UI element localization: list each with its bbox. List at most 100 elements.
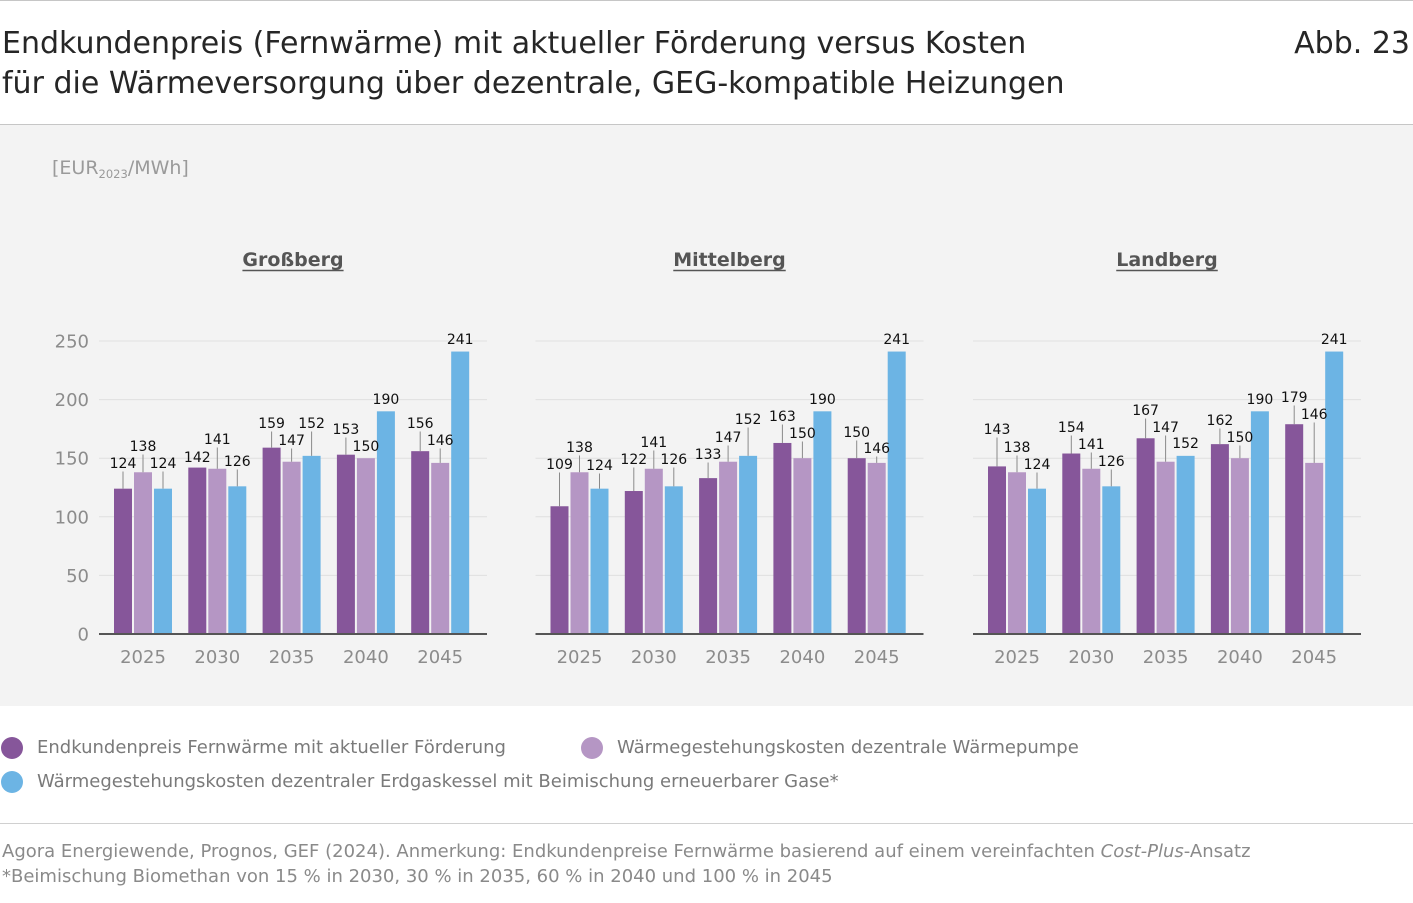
- value-label-landberg-2030-erdgaskessel: 126: [1098, 454, 1125, 470]
- figure-number: Abb. 23: [1294, 26, 1410, 61]
- year-label-grossberg-2040: 2040: [343, 647, 389, 668]
- legend-blue-circle-icon: [1, 771, 23, 793]
- value-label-landberg-2045-erdgaskessel: 241: [1321, 332, 1348, 348]
- value-label-landberg-2035-fernwaerme-preis: 167: [1132, 403, 1159, 419]
- bar-grossberg-2035-waermepumpe: [282, 461, 301, 634]
- bar-mittelberg-2035-waermepumpe: [719, 461, 738, 634]
- year-label-landberg-2035: 2035: [1143, 647, 1189, 668]
- value-label-mittelberg-2035-fernwaerme-preis: 133: [695, 447, 722, 463]
- year-label-mittelberg-2045: 2045: [854, 647, 900, 668]
- footer: Agora Energiewende, Prognos, GEF (2024).…: [2, 839, 1251, 889]
- value-label-grossberg-2040-waermepumpe: 150: [353, 439, 380, 455]
- legend-label-fernwaerme-preis: Endkundenpreis Fernwärme mit aktueller F…: [37, 737, 506, 758]
- bar-grossberg-2045-fernwaerme-preis: [411, 451, 430, 634]
- legend-item-erdgaskessel: Wärmegestehungskosten dezentraler Erdgas…: [1, 771, 839, 793]
- bar-grossberg-2045-waermepumpe: [431, 462, 450, 634]
- bar-mittelberg-2045-waermepumpe: [867, 462, 886, 634]
- bar-mittelberg-2025-waermepumpe: [570, 472, 589, 634]
- value-label-mittelberg-2040-fernwaerme-preis: 163: [769, 409, 796, 425]
- y-tick-label-100: 100: [55, 507, 89, 528]
- y-tick-label-250: 250: [55, 332, 89, 353]
- source-note: Agora Energiewende, Prognos, GEF (2024).…: [2, 839, 1251, 864]
- unit-subscript: 2023: [98, 167, 128, 181]
- bar-grossberg-2025-fernwaerme-preis: [114, 488, 132, 634]
- panel-title-grossberg: Großberg: [242, 249, 343, 271]
- footer-rule: [0, 823, 1413, 824]
- y-tick-label-150: 150: [55, 449, 89, 470]
- value-label-mittelberg-2030-erdgaskessel: 126: [660, 452, 687, 468]
- year-label-grossberg-2030: 2030: [194, 647, 240, 668]
- bar-landberg-2045-waermepumpe: [1305, 462, 1324, 634]
- bar-grossberg-2040-waermepumpe: [356, 458, 375, 634]
- bar-grossberg-2035-fernwaerme-preis: [262, 447, 281, 634]
- bar-chart: 050100150200250Großberg20251241381242030…: [55, 249, 1361, 668]
- value-label-mittelberg-2030-fernwaerme-preis: 122: [620, 452, 647, 468]
- year-label-landberg-2040: 2040: [1217, 647, 1263, 668]
- legend-dark-purple-circle-icon: [1, 737, 23, 759]
- bar-grossberg-2040-erdgaskessel: [376, 411, 395, 634]
- value-label-grossberg-2045-erdgaskessel: 241: [447, 332, 474, 348]
- bar-mittelberg-2030-fernwaerme-preis: [624, 491, 643, 634]
- value-label-landberg-2025-fernwaerme-preis: 143: [984, 422, 1011, 438]
- bar-mittelberg-2030-erdgaskessel: [664, 486, 683, 634]
- bar-mittelberg-2045-erdgaskessel: [887, 351, 906, 634]
- bar-mittelberg-2040-fernwaerme-preis: [773, 442, 792, 634]
- bar-landberg-2045-erdgaskessel: [1325, 351, 1344, 634]
- unit-suffix: /MWh]: [127, 157, 189, 179]
- legend-label-waermepumpe: Wärmegestehungskosten dezentrale Wärmepu…: [617, 737, 1079, 758]
- bar-landberg-2025-fernwaerme-preis: [988, 466, 1006, 634]
- value-label-landberg-2040-waermepumpe: 150: [1227, 430, 1254, 446]
- y-tick-label-200: 200: [55, 390, 89, 411]
- panel-title-mittelberg: Mittelberg: [673, 249, 785, 271]
- bar-grossberg-2030-fernwaerme-preis: [188, 467, 207, 634]
- bar-landberg-2035-erdgaskessel: [1176, 455, 1195, 634]
- chart-area: [EUR2023/MWh] 0 50 100 150 200 250 Großberg 202…: [0, 125, 1413, 706]
- bar-mittelberg-2035-fernwaerme-preis: [699, 478, 718, 634]
- footnote: *Beimischung Biomethan von 15 % in 2030,…: [2, 866, 833, 887]
- value-label-mittelberg-2035-waermepumpe: 147: [715, 430, 742, 446]
- year-label-grossberg-2035: 2035: [269, 647, 315, 668]
- chart-labels: 050100150200250Großberg20251241381242030…: [55, 249, 1348, 668]
- figure-title: Endkundenpreis (Fernwärme) mit aktueller…: [2, 24, 1065, 104]
- bar-grossberg-2025-erdgaskessel: [154, 488, 172, 634]
- year-label-landberg-2045: 2045: [1291, 647, 1337, 668]
- bar-landberg-2045-fernwaerme-preis: [1285, 424, 1304, 634]
- legend-label-erdgaskessel: Wärmegestehungskosten dezentraler Erdgas…: [37, 771, 839, 792]
- year-label-mittelberg-2035: 2035: [705, 647, 751, 668]
- value-label-grossberg-2030-fernwaerme-preis: 142: [184, 450, 211, 466]
- bar-landberg-2030-erdgaskessel: [1102, 486, 1121, 634]
- bar-grossberg-2035-erdgaskessel: [302, 455, 321, 634]
- plot-root: 050100150200250Großberg20251241381242030…: [55, 249, 1361, 668]
- year-label-landberg-2025: 2025: [994, 647, 1040, 668]
- year-label-landberg-2030: 2030: [1068, 647, 1114, 668]
- value-label-mittelberg-2025-erdgaskessel: 124: [586, 458, 613, 474]
- bar-mittelberg-2025-fernwaerme-preis: [550, 506, 569, 634]
- legend-item-waermepumpe: Wärmegestehungskosten dezentrale Wärmepu…: [581, 737, 1079, 759]
- bar-landberg-2030-waermepumpe: [1082, 468, 1101, 634]
- bar-mittelberg-2040-erdgaskessel: [813, 411, 832, 634]
- year-label-grossberg-2045: 2045: [417, 647, 463, 668]
- value-label-grossberg-2025-fernwaerme-preis: 124: [110, 456, 137, 472]
- value-label-landberg-2045-fernwaerme-preis: 179: [1281, 390, 1308, 406]
- bar-landberg-2040-fernwaerme-preis: [1210, 444, 1229, 634]
- value-label-grossberg-2030-waermepumpe: 141: [204, 432, 231, 448]
- value-label-mittelberg-2035-erdgaskessel: 152: [735, 412, 762, 428]
- bar-landberg-2035-fernwaerme-preis: [1136, 438, 1155, 634]
- bar-mittelberg-2040-waermepumpe: [793, 458, 812, 634]
- value-label-grossberg-2045-fernwaerme-preis: 156: [407, 416, 434, 432]
- value-label-grossberg-2030-erdgaskessel: 126: [224, 454, 251, 470]
- value-label-mittelberg-2045-fernwaerme-preis: 150: [843, 425, 870, 441]
- bar-grossberg-2045-erdgaskessel: [451, 351, 470, 634]
- bar-landberg-2040-waermepumpe: [1230, 458, 1249, 634]
- bar-mittelberg-2030-waermepumpe: [644, 468, 663, 634]
- panel-title-landberg: Landberg: [1116, 249, 1218, 271]
- value-label-landberg-2040-fernwaerme-preis: 162: [1207, 413, 1234, 429]
- bar-landberg-2025-erdgaskessel: [1028, 488, 1046, 634]
- bar-mittelberg-2045-fernwaerme-preis: [847, 458, 866, 634]
- value-label-grossberg-2045-waermepumpe: 146: [427, 433, 454, 449]
- figure-title-line-2: für die Wärmeversorgung über dezentrale,…: [2, 66, 1065, 101]
- legend-light-purple-circle-icon: [581, 737, 603, 759]
- unit-prefix: [EUR: [52, 157, 99, 179]
- value-label-grossberg-2025-erdgaskessel: 124: [150, 456, 177, 472]
- value-label-landberg-2025-erdgaskessel: 124: [1024, 457, 1051, 473]
